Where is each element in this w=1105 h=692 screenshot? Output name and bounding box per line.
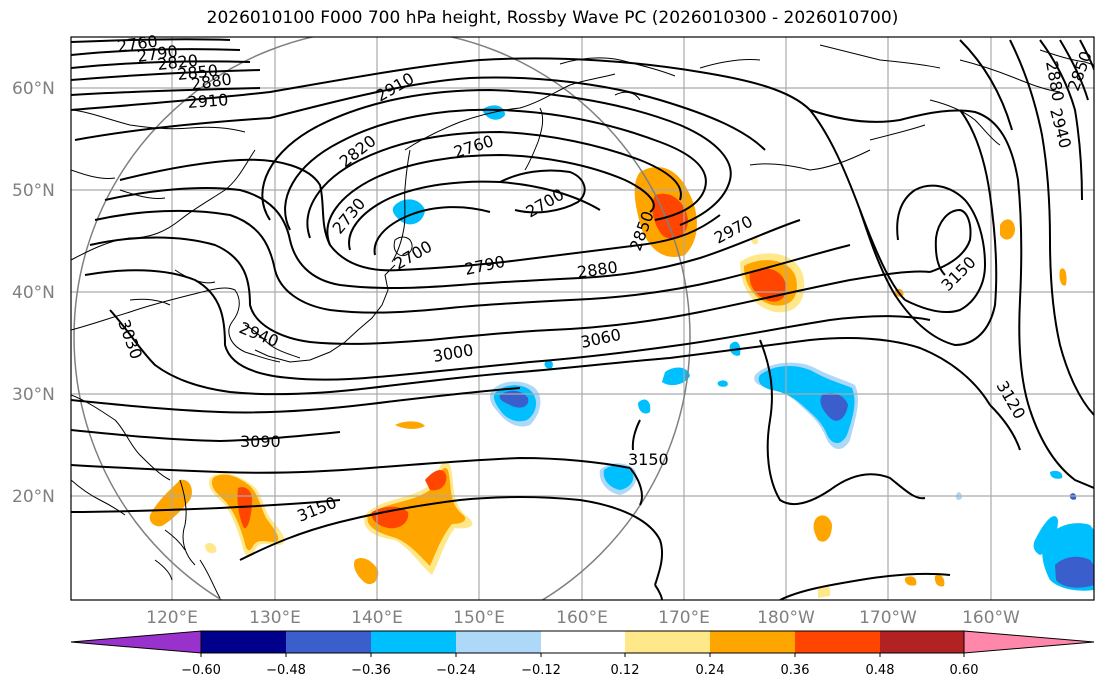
neg-anomaly-area (1033, 516, 1058, 555)
lon-label: 120°E (146, 608, 198, 628)
colorbar-segment (371, 631, 456, 653)
contour-label: 2820 (156, 51, 198, 74)
map-panel (70, 36, 1095, 601)
neg-anomaly-area (758, 365, 855, 444)
pos-anomaly-area (934, 574, 945, 587)
neg-anomaly-area (603, 465, 634, 490)
neg-anomaly-area (499, 390, 529, 408)
pos-anomaly-area (149, 479, 192, 527)
contour-label: 3150 (628, 450, 669, 469)
neg-anomaly-area (638, 399, 651, 414)
neg-anomaly-area (820, 393, 848, 421)
colorbar-segment (625, 631, 710, 653)
lat-label: 50°N (12, 181, 55, 201)
neg-anomaly-area (662, 367, 690, 386)
colorbar-segment (880, 631, 964, 653)
lat-label: 40°N (12, 283, 55, 303)
lat-label: 20°N (12, 487, 55, 507)
pos-anomaly-area (813, 515, 832, 542)
height-contours (71, 38, 1094, 600)
pos-anomaly-area (749, 268, 787, 302)
colorbar-tick-label: 0.60 (950, 663, 979, 678)
lat-label: 60°N (12, 79, 55, 99)
pos-anomaly-area (1000, 219, 1015, 240)
colorbar-tick-label: −0.24 (436, 663, 476, 678)
colorbar-tick-label: −0.12 (521, 663, 561, 678)
neg-anomaly-area (1055, 556, 1094, 588)
colorbar-segment (70, 630, 202, 654)
latitude-labels: 60°N 50°N 40°N 30°N 20°N (12, 79, 55, 507)
colorbar-segment (541, 631, 625, 653)
neg-anomaly-area (717, 380, 728, 387)
pos-anomaly-area (395, 421, 425, 429)
colorbar: −0.60 −0.48 −0.36 −0.24 −0.12 0.12 0.24 … (70, 630, 1095, 678)
map-title: 2026010100 F000 700 hPa height, Rossby W… (206, 8, 899, 28)
lon-label: 130°E (249, 608, 301, 628)
colorbar-segment (795, 631, 880, 653)
pos-anomaly-area (205, 542, 217, 554)
colorbar-tick-label: −0.48 (266, 663, 306, 678)
lon-label: 160°W (962, 608, 1020, 628)
neg-anomaly-area (544, 360, 553, 369)
colorbar-tick-label: 0.24 (696, 663, 725, 678)
colorbar-segment (201, 631, 286, 653)
colorbar-segment (710, 631, 795, 653)
lon-label: 170°W (859, 608, 917, 628)
lon-label: 170°E (658, 608, 710, 628)
colorbar-tick-label: −0.36 (351, 663, 391, 678)
contour-label: 2850 (176, 61, 218, 84)
colorbar-segment (963, 630, 1095, 654)
colorbar-tick-label: 0.48 (866, 663, 895, 678)
pos-anomaly-area (425, 470, 447, 491)
lon-label: 160°E (556, 608, 608, 628)
lon-label: 140°E (351, 608, 403, 628)
contour-label: 3090 (240, 432, 281, 451)
reference-circle (73, 37, 691, 600)
contour-label: 2910 (187, 90, 229, 112)
pos-anomaly-area (818, 585, 831, 598)
colorbar-tick-label: 0.12 (611, 663, 640, 678)
longitude-labels: 120°E 130°E 140°E 150°E 160°E 170°E 180°… (146, 608, 1020, 628)
pos-anomaly-area (354, 558, 379, 585)
pos-anomaly-area (367, 467, 466, 566)
lat-label: 30°N (12, 385, 55, 405)
neg-anomaly-area (1050, 470, 1063, 479)
lon-label: 150°E (453, 608, 505, 628)
pos-anomaly-area (904, 576, 917, 586)
colorbar-tick-label: −0.60 (181, 663, 221, 678)
pos-anomaly-area (1059, 268, 1067, 286)
colorbar-segment (286, 631, 371, 653)
lon-label: 180°W (757, 608, 815, 628)
colorbar-tick-label: 0.36 (781, 663, 810, 678)
colorbar-segment (456, 631, 541, 653)
